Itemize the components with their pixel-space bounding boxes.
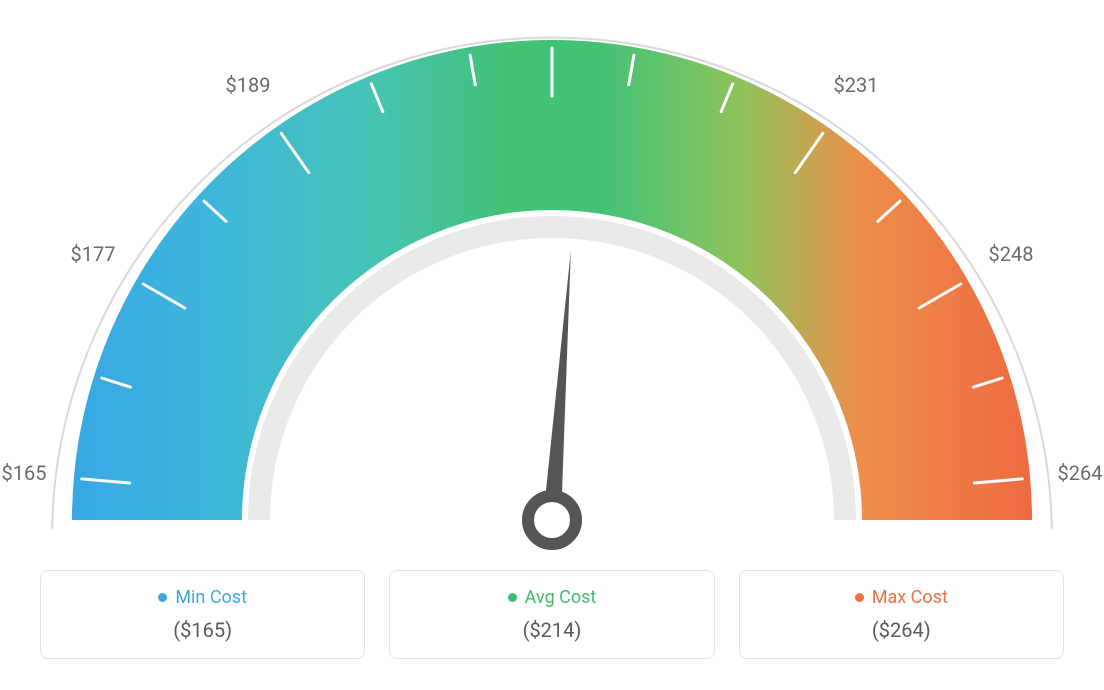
min-card-title: Min Cost xyxy=(175,587,247,608)
gauge-svg: $165 $177 $189 $214 $231 $248 $264 xyxy=(0,0,1104,560)
avg-cost-card: Avg Cost ($214) xyxy=(389,570,714,659)
max-card-value: ($264) xyxy=(758,618,1045,642)
min-card-header: Min Cost xyxy=(59,587,346,608)
svg-text:$214: $214 xyxy=(530,0,575,1)
min-dot-icon xyxy=(158,593,167,602)
gauge-chart: $165 $177 $189 $214 $231 $248 $264 xyxy=(0,0,1104,560)
svg-text:$177: $177 xyxy=(71,242,116,266)
max-cost-card: Max Cost ($264) xyxy=(739,570,1064,659)
svg-text:$231: $231 xyxy=(834,73,879,97)
min-cost-card: Min Cost ($165) xyxy=(40,570,365,659)
avg-card-value: ($214) xyxy=(408,618,695,642)
summary-cards-row: Min Cost ($165) Avg Cost ($214) Max Cost… xyxy=(0,570,1104,659)
svg-text:$264: $264 xyxy=(1057,461,1102,485)
max-card-title: Max Cost xyxy=(872,587,948,608)
max-card-header: Max Cost xyxy=(758,587,1045,608)
avg-card-header: Avg Cost xyxy=(408,587,695,608)
avg-card-title: Avg Cost xyxy=(525,587,597,608)
svg-text:$248: $248 xyxy=(989,242,1034,266)
min-card-value: ($165) xyxy=(59,618,346,642)
svg-text:$165: $165 xyxy=(2,461,47,485)
avg-dot-icon xyxy=(508,593,517,602)
svg-text:$189: $189 xyxy=(226,73,271,97)
max-dot-icon xyxy=(855,593,864,602)
